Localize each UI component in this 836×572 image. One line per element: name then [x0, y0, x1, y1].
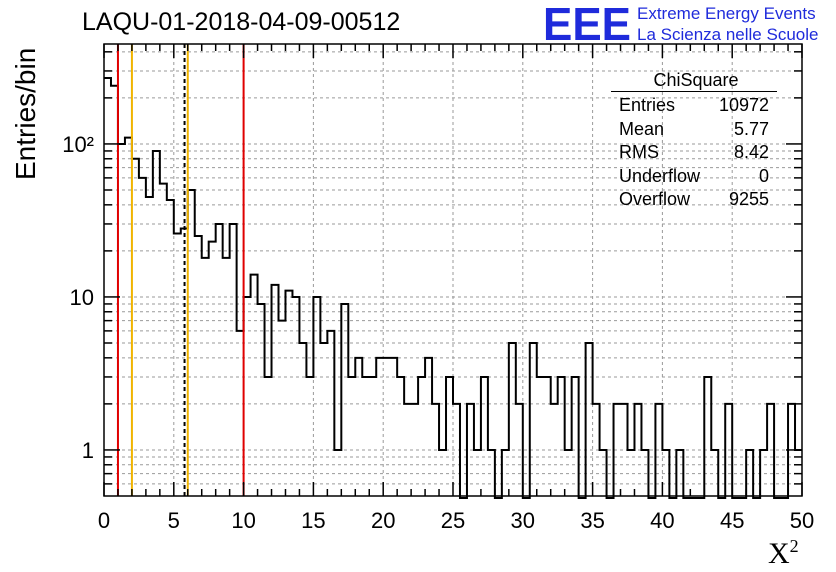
plot-title: LAQU-01-2018-04-09-00512: [82, 8, 401, 36]
histogram-line: [104, 76, 802, 499]
y-tick-label: 10²: [62, 132, 94, 157]
stats-row-entries: Entries 10972: [611, 94, 781, 118]
stats-value: 9255: [728, 189, 769, 209]
x-tick-label: 20: [371, 508, 395, 533]
logo-caption: Extreme Energy Events La Scienza nelle S…: [637, 3, 818, 45]
x-tick-label: 40: [650, 508, 674, 533]
stats-box: ChiSquare Entries 10972 Mean 5.77 RMS 8.…: [611, 69, 781, 212]
x-tick-label: 50: [790, 508, 814, 533]
logo-letters: EEE: [543, 2, 631, 46]
stats-label: RMS: [619, 142, 659, 162]
x-tick-label: 45: [720, 508, 744, 533]
stats-divider: [611, 91, 777, 92]
stats-value: 0: [758, 165, 769, 186]
x-tick-label: 35: [580, 508, 604, 533]
x-tick-label: 10: [231, 508, 255, 533]
x-tick-label: 0: [98, 508, 110, 533]
stats-row-overflow: Overflow 9255: [611, 188, 781, 212]
stats-value: 10972: [718, 95, 769, 115]
x-tick-label: 5: [168, 508, 180, 533]
reference-lines: [116, 44, 245, 496]
stats-row-mean: Mean 5.77: [611, 118, 781, 142]
y-tick-label: 1: [82, 438, 94, 463]
logo-line-1: Extreme Energy Events: [637, 4, 816, 23]
x-tick-label: 15: [301, 508, 325, 533]
stats-row-rms: RMS 8.42: [611, 141, 781, 165]
stats-name: ChiSquare: [653, 70, 739, 90]
x-tick-label: 25: [441, 508, 465, 533]
stats-value: 5.77: [733, 118, 769, 139]
stats-value: 8.42: [733, 142, 769, 162]
stats-label: Overflow: [619, 189, 691, 209]
stats-label: Entries: [619, 95, 676, 115]
stats-label: Underflow: [619, 165, 701, 186]
stats-row-underflow: Underflow 0: [611, 165, 781, 189]
stats-label: Mean: [619, 118, 665, 139]
y-axis-label: Entries/bin: [10, 47, 41, 180]
y-tick-label: 10: [70, 285, 94, 310]
logo-line-2: La Scienza nelle Scuole: [637, 25, 819, 44]
tick-labels: 0 5 10 15 20 25 30 35 40 45 50 1 10 10²: [62, 132, 814, 533]
x-axis-label: X2: [768, 536, 799, 570]
histogram: [104, 76, 802, 499]
eee-logo: EEE: [543, 2, 631, 46]
x-tick-label: 30: [511, 508, 535, 533]
axes-frame: [103, 43, 803, 497]
